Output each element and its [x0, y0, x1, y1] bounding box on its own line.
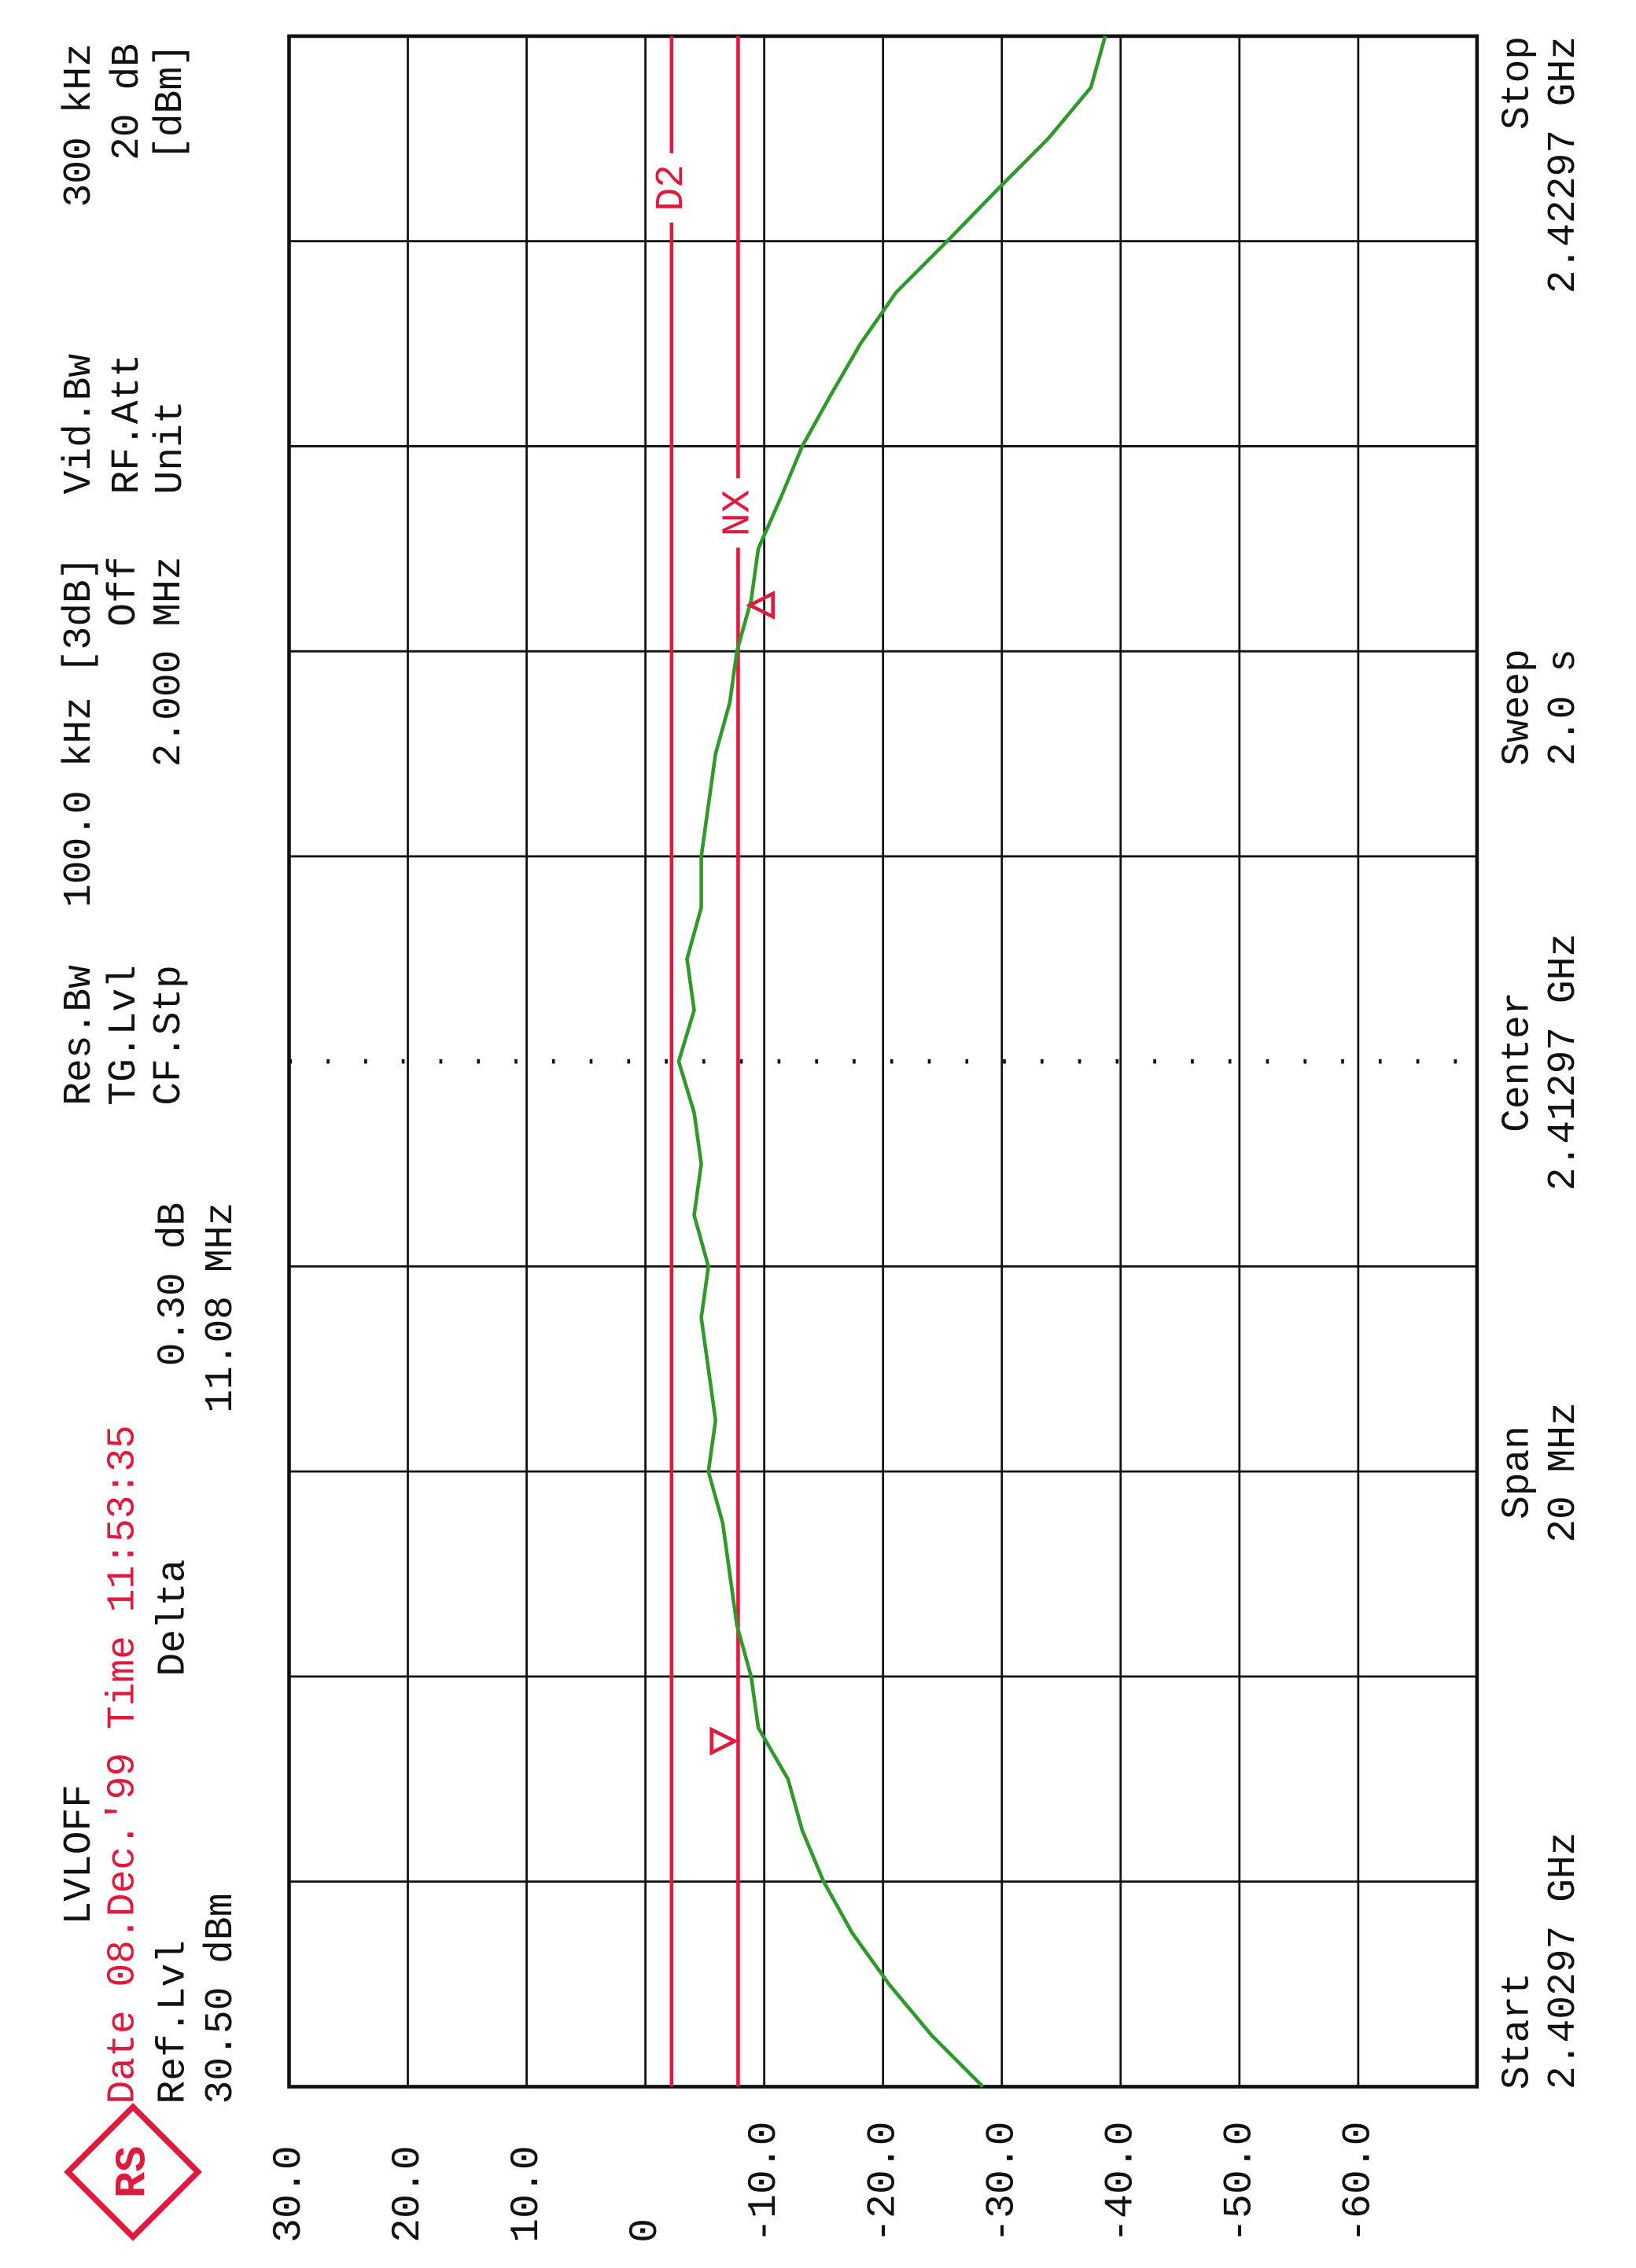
y-tick-label: 20.0 — [385, 2145, 431, 2242]
footer-text: Stop — [1495, 36, 1539, 130]
y-tick-label: -30.0 — [979, 2122, 1025, 2243]
y-tick-label: 0 — [623, 2218, 669, 2243]
y-tick-label: -40.0 — [1098, 2122, 1144, 2243]
header-text: 30.50 dBm — [199, 1894, 243, 2104]
footer-text: 2.40297 GHz — [1542, 1832, 1586, 2089]
marker — [746, 591, 776, 620]
header-text: 0.30 dB — [152, 1202, 196, 1366]
logo-text: RS — [109, 2146, 158, 2198]
y-tick-label: 30.0 — [267, 2145, 312, 2242]
header-text: 2.000 MHz — [147, 556, 191, 767]
header-text: 11.08 MHz — [199, 1202, 243, 1413]
reference-label: D2 — [650, 164, 694, 212]
footer-text: Span — [1495, 1426, 1539, 1519]
y-tick-label: 10.0 — [504, 2145, 550, 2242]
label-bg — [717, 478, 759, 548]
footer-text: Center — [1495, 992, 1539, 1132]
footer-text: 20 MHz — [1542, 1402, 1586, 1543]
header-text: LVLOFF — [57, 1784, 101, 1925]
header-text: CF.Stp — [147, 965, 191, 1106]
marker — [709, 1726, 739, 1756]
header-text: Unit — [149, 400, 193, 494]
header-text: Off — [102, 556, 146, 626]
header-text: [dBm] — [149, 43, 193, 160]
header-text: Res.Bw — [57, 965, 101, 1106]
trace — [676, 35, 1107, 2089]
y-tick-label: -60.0 — [1336, 2122, 1381, 2243]
reference-label: NX — [717, 490, 761, 537]
header-text: 20 dB — [105, 43, 149, 160]
header-text: TG.Lvl — [102, 965, 146, 1106]
footer-text: 2.42297 GHz — [1542, 36, 1586, 293]
header-text: 300 kHz — [57, 43, 101, 207]
footer-text: Sweep — [1495, 649, 1539, 766]
label-bg — [651, 153, 692, 223]
footer-text: 2.41297 GHz — [1542, 933, 1586, 1191]
header-text: Vid.Bw — [57, 354, 101, 495]
y-tick-label: -50.0 — [1217, 2122, 1262, 2243]
footer-text: Start — [1495, 1972, 1539, 2089]
y-tick-label: -20.0 — [860, 2122, 906, 2243]
footer-text: 2.0 s — [1542, 649, 1586, 766]
header-text: Delta — [152, 1559, 196, 1677]
header-text: Date 08.Dec.'99 Time 11:53:35 — [101, 1425, 145, 2104]
header-text: RF.Att — [105, 354, 149, 495]
header-text: 100.0 kHz [3dB] — [57, 556, 101, 908]
logo-diamond — [64, 2102, 202, 2241]
header-text: Ref.Lvl — [152, 1940, 196, 2104]
y-tick-label: -10.0 — [742, 2122, 787, 2243]
logo: RS — [64, 2102, 202, 2241]
